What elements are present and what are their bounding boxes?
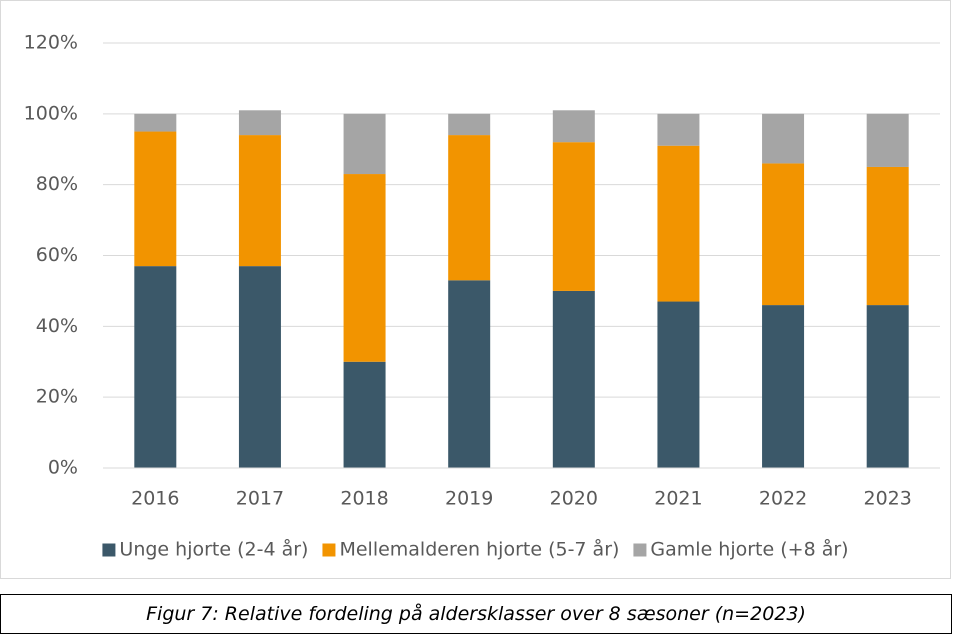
- bar-segment: [762, 163, 805, 306]
- legend-label: Gamle hjorte (+8 år): [650, 538, 848, 561]
- bar-segment: [552, 110, 595, 143]
- legend-swatch: [322, 543, 336, 557]
- legend-label: Mellemalderen hjorte (5-7 år): [339, 538, 619, 561]
- y-tick-label: 100%: [24, 102, 78, 124]
- bar-segment: [343, 113, 386, 175]
- bar-segment: [657, 145, 700, 302]
- bar-segment: [657, 301, 700, 468]
- bar-segment: [448, 280, 491, 468]
- bar-segment: [238, 266, 281, 468]
- y-tick-label: 80%: [36, 173, 78, 195]
- x-tick-label: 2023: [864, 488, 912, 510]
- y-tick-label: 40%: [36, 315, 78, 337]
- x-tick-label: 2021: [654, 488, 702, 510]
- y-tick-label: 60%: [36, 244, 78, 266]
- y-tick-label: 20%: [36, 386, 78, 408]
- bar-segment: [866, 305, 909, 468]
- x-tick-label: 2020: [550, 488, 598, 510]
- bar-segment: [134, 113, 177, 132]
- x-tick-label: 2017: [236, 488, 284, 510]
- y-tick-label: 120%: [24, 32, 78, 54]
- bar-segment: [134, 266, 177, 468]
- bar-segment: [343, 174, 386, 362]
- bar-segment: [866, 113, 909, 167]
- x-tick-label: 2018: [340, 488, 388, 510]
- bar-segment: [552, 290, 595, 468]
- bar-segment: [762, 305, 805, 468]
- bar-segment: [448, 113, 491, 136]
- x-tick-label: 2022: [759, 488, 807, 510]
- chart: 0% 20% 40% 60% 80% 100% 120% 2016 2017 2018 2019 20…: [0, 0, 951, 579]
- bar-segment: [238, 135, 281, 267]
- legend-swatch: [102, 543, 116, 557]
- bar-segment: [866, 166, 909, 306]
- bar-segment: [762, 113, 805, 164]
- bar-segment: [134, 131, 177, 267]
- figure-caption: Figur 7: Relative fordeling på alderskla…: [0, 594, 952, 634]
- y-tick-label: 0%: [48, 457, 78, 479]
- bar-segment: [552, 142, 595, 291]
- legend-label: Unge hjorte (2-4 år): [119, 538, 308, 561]
- legend-swatch: [633, 543, 647, 557]
- x-tick-label: 2019: [445, 488, 493, 510]
- bar-segment: [238, 110, 281, 136]
- bar-segment: [657, 113, 700, 146]
- x-tick-label: 2016: [131, 488, 179, 510]
- bar-segment: [448, 135, 491, 281]
- bar-segment: [343, 361, 386, 468]
